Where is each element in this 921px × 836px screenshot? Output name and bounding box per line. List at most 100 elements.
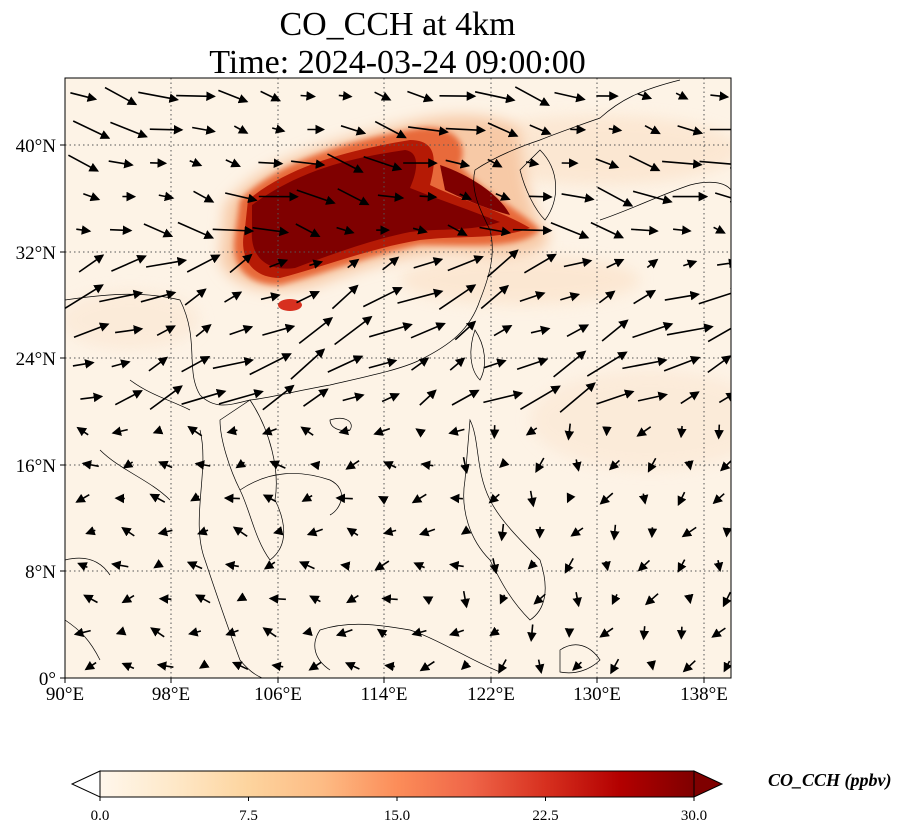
wind-vector-arrow <box>291 159 326 169</box>
wind-vector-arrow <box>499 593 509 605</box>
wind-vector-arrow <box>363 156 403 172</box>
wind-vector-arrow <box>189 157 203 167</box>
wind-vector-arrow <box>560 292 581 302</box>
wind-vector-arrow <box>225 627 239 637</box>
wind-vector-arrow <box>479 226 512 237</box>
wind-vector-arrow <box>195 324 212 338</box>
wind-vector-arrow <box>516 357 549 370</box>
wind-vector-arrow <box>373 426 391 436</box>
wind-vector-arrow <box>77 562 88 572</box>
y-axis: 0° 8°N 16°N 24°N 32°N 40°N <box>16 136 65 690</box>
wind-vector-arrow <box>376 628 388 639</box>
wind-vector-arrow <box>338 425 350 436</box>
wind-vector-arrow <box>85 526 96 536</box>
wind-vector-arrow <box>413 257 444 269</box>
wind-vector-arrow <box>224 291 243 303</box>
wind-vector-arrow <box>596 389 635 405</box>
wind-vector-arrow <box>115 626 127 636</box>
wind-vector-arrow <box>336 225 355 235</box>
wind-vector-arrow <box>302 626 313 637</box>
wind-vector-arrow <box>300 426 314 436</box>
wind-vector-arrow <box>718 392 731 404</box>
wind-vector-arrow <box>698 288 731 305</box>
wind-vector-arrow <box>713 560 724 573</box>
wind-vector-arrow <box>84 660 97 671</box>
wind-vector-arrow <box>260 292 281 302</box>
wind-vector-arrow <box>419 389 437 406</box>
wind-vector-arrow <box>451 389 480 406</box>
wind-vector-arrow <box>111 560 129 571</box>
wind-vector-arrow <box>570 527 584 537</box>
wind-vector-arrow <box>231 661 249 671</box>
wind-vector-arrow <box>122 459 134 469</box>
wind-vector-arrow <box>345 460 360 470</box>
wind-vector-field <box>65 86 731 675</box>
wind-vector-arrow <box>407 126 449 136</box>
wind-vector-arrow <box>153 559 164 569</box>
wind-vector-arrow <box>572 660 583 671</box>
wind-vector-arrow <box>303 388 329 407</box>
wind-vector-arrow <box>148 356 169 372</box>
wind-vector-arrow <box>638 493 649 505</box>
wind-vector-arrow <box>523 253 557 274</box>
wind-vector-arrow <box>331 284 359 310</box>
wind-vector-arrow <box>70 92 98 102</box>
colorbar-extend-max <box>693 770 724 798</box>
wind-vector-arrow <box>258 158 284 169</box>
wind-vector-arrow <box>480 284 510 310</box>
wind-vector-arrow <box>382 256 400 271</box>
wind-vector-arrow <box>114 390 143 406</box>
wind-vector-arrow <box>309 460 321 471</box>
wind-vector-arrow <box>631 225 659 236</box>
wind-vector-arrow <box>377 496 389 505</box>
wind-vector-arrow <box>483 390 524 404</box>
wind-vector-arrow <box>563 257 593 268</box>
wind-vector-arrow <box>663 355 701 372</box>
wind-vector-arrow <box>121 527 135 537</box>
wind-vector-arrow <box>495 191 511 201</box>
wind-vector-arrow <box>601 560 611 572</box>
wind-vector-arrow <box>628 155 661 172</box>
wind-vector-arrow <box>714 192 731 203</box>
wind-vector-arrow <box>714 424 724 440</box>
wind-vector-arrow <box>419 191 438 202</box>
wind-vector-arrow <box>598 290 616 304</box>
colorbar-gradient <box>99 770 695 798</box>
x-tick-label: 98°E <box>152 684 190 705</box>
wind-vector-arrow <box>418 527 436 537</box>
wind-vector-arrow <box>111 426 128 436</box>
wind-vector-arrow <box>225 192 258 204</box>
wind-vector-arrow <box>236 592 248 602</box>
wind-vector-arrow <box>335 627 353 637</box>
wind-vector-arrow <box>121 662 135 672</box>
wind-vector-arrow <box>187 425 203 437</box>
wind-vector-arrow <box>677 425 687 439</box>
wind-vector-arrow <box>632 190 673 205</box>
wind-vector-arrow <box>486 249 519 278</box>
wind-vector-arrow <box>346 594 359 604</box>
wind-vector-arrow <box>637 391 668 402</box>
wind-vector-arrow <box>723 660 731 673</box>
wind-vector-arrow <box>590 221 625 239</box>
wind-vector-arrow <box>411 357 430 371</box>
y-tick-label: 32°N <box>16 243 57 264</box>
wind-vector-arrow <box>223 493 240 504</box>
wind-vector-arrow <box>636 426 652 437</box>
wind-vector-arrow <box>483 358 507 369</box>
wind-vector-arrow <box>296 291 320 304</box>
wind-vector-arrow <box>644 124 661 135</box>
wind-vector-arrow <box>145 256 188 268</box>
wind-vector-arrow <box>83 192 101 202</box>
x-axis: 90°E 98°E 106°E 114°E 122°E 130°E 138°E <box>46 678 728 705</box>
wind-vector-arrow <box>198 659 210 669</box>
wind-vector-arrow <box>716 258 731 269</box>
wind-vector-arrow <box>447 255 484 272</box>
wind-vector-arrow <box>194 594 211 604</box>
wind-vector-arrow <box>156 661 174 671</box>
wind-vector-arrow <box>683 259 698 269</box>
wind-vector-arrow <box>218 389 264 405</box>
wind-vector-arrow <box>149 385 183 411</box>
wind-vector-arrow <box>499 457 510 469</box>
wind-vector-arrow <box>269 258 289 268</box>
wind-vector-arrow <box>260 90 282 102</box>
